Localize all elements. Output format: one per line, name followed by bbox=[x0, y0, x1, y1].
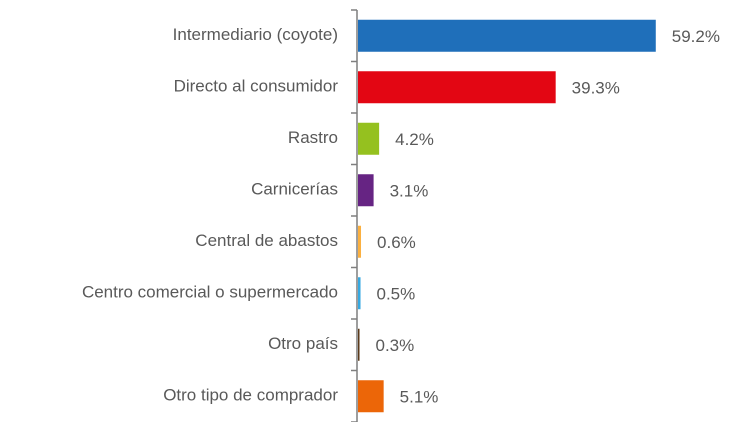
bar bbox=[358, 225, 362, 258]
bar bbox=[358, 380, 384, 413]
value-label: 39.3% bbox=[572, 79, 620, 98]
value-label: 0.6% bbox=[377, 233, 416, 252]
value-label: 3.1% bbox=[390, 182, 429, 201]
value-label: 4.2% bbox=[395, 130, 434, 149]
bar bbox=[358, 277, 361, 310]
value-label: 5.1% bbox=[400, 388, 439, 407]
value-label: 0.3% bbox=[376, 336, 415, 355]
bar bbox=[358, 174, 374, 207]
bar bbox=[358, 71, 556, 104]
bar bbox=[358, 328, 360, 361]
category-label: Intermediario (coyote) bbox=[173, 25, 338, 44]
category-label: Centro comercial o supermercado bbox=[82, 283, 338, 302]
bar bbox=[358, 122, 380, 155]
category-label: Central de abastos bbox=[195, 231, 338, 250]
category-label: Directo al consumidor bbox=[174, 77, 339, 96]
category-label: Rastro bbox=[288, 128, 338, 147]
value-label: 59.2% bbox=[672, 27, 720, 46]
bar bbox=[358, 19, 656, 52]
category-label: Otro tipo de comprador bbox=[163, 386, 338, 405]
value-label: 0.5% bbox=[377, 285, 416, 304]
category-label: Carnicerías bbox=[251, 180, 338, 199]
category-label: Otro país bbox=[268, 334, 338, 353]
